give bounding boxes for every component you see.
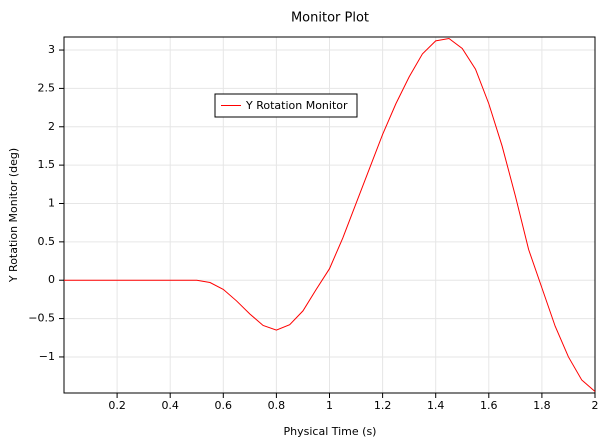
plot-frame	[63, 36, 596, 394]
x-tick-label: 1.8	[533, 399, 551, 412]
y-axis-label: Y Rotation Monitor (deg)	[7, 148, 20, 283]
legend: Y Rotation Monitor	[214, 93, 358, 118]
x-tick-label: 0.2	[108, 399, 126, 412]
y-tick-label: −0.5	[28, 312, 55, 325]
x-tick-label: 1.2	[374, 399, 392, 412]
y-tick-label: 2.5	[38, 81, 56, 94]
chart-title: Monitor Plot	[291, 11, 369, 26]
line	[64, 38, 596, 392]
x-tick-label: 1	[326, 399, 333, 412]
y-tick-label: 0	[48, 273, 55, 286]
y-tick-label: 3	[48, 43, 55, 56]
y-tick-label: 1.5	[38, 158, 56, 171]
x-tick-label: 0.8	[268, 399, 286, 412]
y-tick-label: 0.5	[38, 235, 56, 248]
legend-label: Y Rotation Monitor	[245, 99, 348, 112]
legend-box	[214, 93, 358, 118]
x-tick-label: 0.4	[161, 399, 179, 412]
y-tick-label: −1	[39, 350, 55, 363]
x-tick-label: 2	[592, 399, 599, 412]
x-tick-label: 1.6	[480, 399, 498, 412]
y-tick-label: 2	[48, 120, 55, 133]
x-tick-label: 0.6	[215, 399, 233, 412]
x-axis-label: Physical Time (s)	[284, 425, 377, 438]
x-tick-label: 1.4	[427, 399, 445, 412]
y-tick-label: 1	[48, 196, 55, 209]
